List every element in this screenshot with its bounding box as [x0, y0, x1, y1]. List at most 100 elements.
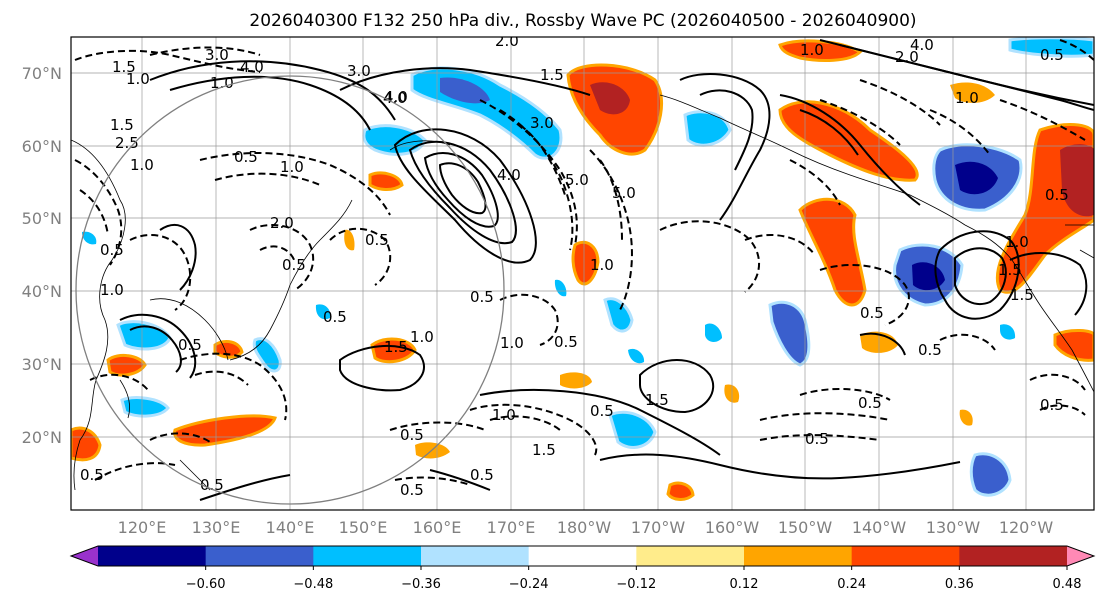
colorbar-cell: [851, 546, 960, 566]
negative-div-area: [440, 77, 490, 104]
colorbar-tick-label: 0.36: [945, 577, 974, 592]
contour-label: 0.5: [178, 336, 202, 354]
positive-div-area: [71, 426, 102, 462]
contour-label: 0.5: [860, 304, 884, 322]
contour-label: 0.5: [470, 288, 494, 306]
contour-label: 1.0: [130, 156, 154, 174]
contour-label: 1.0: [280, 158, 304, 176]
contour-label: 2.0: [495, 32, 519, 50]
contour-label: 1.5: [112, 58, 136, 76]
lon-label: 170°W: [631, 518, 686, 537]
lon-label: 130°W: [926, 518, 981, 537]
positive-div-area: [106, 353, 147, 377]
negative-div-area: [603, 297, 634, 333]
lat-label-60n: 60°N: [22, 137, 62, 156]
lon-label: 160°E: [413, 518, 462, 537]
contour-label: 1.0: [210, 74, 234, 92]
contour-label: 1.5: [532, 441, 556, 459]
contour-label: 1.5: [110, 116, 134, 134]
contour-label: 0.5: [400, 481, 424, 499]
positive-div-area: [370, 337, 417, 364]
longitude-labels: 120°E 130°E 140°E 150°E 160°E 170°E 180°…: [118, 518, 1054, 537]
lat-label-70n: 70°N: [22, 64, 62, 83]
lon-label: 170°E: [487, 518, 536, 537]
solid-contours: [119, 39, 1094, 501]
contour-label: 1.5: [645, 391, 669, 409]
contour-label: 1.0: [492, 406, 516, 424]
negative-div-area: [82, 231, 97, 245]
contour-label: 1.0: [500, 334, 524, 352]
colorbar-cell: [71, 546, 98, 566]
contour-label: 0.5: [805, 430, 829, 448]
colorbar-tick-label: 0.24: [837, 577, 866, 592]
contour-label: 2.0: [270, 214, 294, 232]
positive-div-area: [213, 340, 244, 359]
negative-div-area: [362, 124, 427, 156]
lon-label: 150°W: [778, 518, 833, 537]
colorbar-cell: [1067, 546, 1094, 566]
negative-div-area: [705, 323, 722, 342]
colorbar-cell: [313, 546, 422, 566]
contour-label: 1.0: [1005, 233, 1029, 251]
lon-label: 120°E: [118, 518, 167, 537]
contour-label: 1.0: [955, 89, 979, 107]
lat-label-20n: 20°N: [22, 428, 62, 447]
colorbar-tick-label: 0.48: [1053, 577, 1082, 592]
contour-label: 0.5: [365, 231, 389, 249]
contour-label: 2.0: [895, 48, 919, 66]
graticule: [71, 37, 1094, 510]
lon-label: 180°W: [557, 518, 612, 537]
contour-label: 4.0: [384, 88, 408, 106]
positive-div-area: [1060, 144, 1094, 217]
negative-div-area: [1000, 324, 1016, 340]
negative-div-area: [1008, 37, 1094, 58]
contour-label: 1.5: [384, 338, 408, 356]
negative-div-area: [252, 337, 282, 373]
lon-label: 140°W: [852, 518, 907, 537]
contour-label: 0.5: [1040, 46, 1064, 64]
colorbar-tick-label: −0.60: [186, 577, 226, 592]
contour-label: 0.5: [858, 394, 882, 412]
colorbar-cell: [528, 546, 637, 566]
negative-div-area: [554, 279, 567, 297]
lat-label-30n: 30°N: [22, 355, 62, 374]
contour-label: 1.0: [800, 41, 824, 59]
contour-label: 5.0: [612, 184, 636, 202]
colorbar-cell: [636, 546, 745, 566]
dashed-contours: [74, 39, 1094, 486]
contour-label: 0.5: [80, 466, 104, 484]
colorbar-tick-label: −0.48: [293, 577, 333, 592]
contour-label: 2.5: [115, 134, 139, 152]
contour-label: 1.0: [590, 256, 614, 274]
negative-div-area: [969, 452, 1012, 497]
contour-label: 0.5: [234, 148, 258, 166]
colorbar-cell: [421, 546, 530, 566]
contour-label: 1.0: [100, 281, 124, 299]
contour-label: 1.0: [410, 328, 434, 346]
contour-labels: 1.5 3.0 2.0 4.0 1.0 3.0 4.0 1.0 1.5 2.5 …: [80, 32, 1069, 499]
positive-div-area: [368, 171, 404, 191]
contour-label: 0.5: [1045, 186, 1069, 204]
colorbar-cell: [205, 546, 314, 566]
contour-label: 4.0: [910, 36, 934, 54]
positive-div-area: [666, 481, 695, 501]
contour-label: 0.5: [918, 341, 942, 359]
contour-label: 4.0: [497, 166, 521, 184]
contour-label: 1.5: [998, 261, 1022, 279]
map-panel: 1.5 3.0 2.0 4.0 1.0 3.0 4.0 1.0 1.5 2.5 …: [70, 32, 1095, 511]
positive-div-area: [959, 409, 973, 426]
positive-div-area: [173, 414, 277, 447]
contour-label: 3.0: [347, 62, 371, 80]
contour-label: 3.0: [530, 114, 554, 132]
contour-label: 1.5: [540, 66, 564, 84]
contour-label: 0.5: [590, 402, 614, 420]
contour-label: 0.5: [470, 466, 494, 484]
colorbar-tick-label: −0.12: [616, 577, 656, 592]
lon-label: 140°E: [266, 518, 315, 537]
lat-label-40n: 40°N: [22, 282, 62, 301]
lon-label: 130°E: [192, 518, 241, 537]
latitude-labels: 70°N 60°N 50°N 40°N 30°N 20°N: [22, 64, 62, 447]
contour-label: 1.0: [126, 70, 150, 88]
colorbar-cell: [959, 546, 1068, 566]
